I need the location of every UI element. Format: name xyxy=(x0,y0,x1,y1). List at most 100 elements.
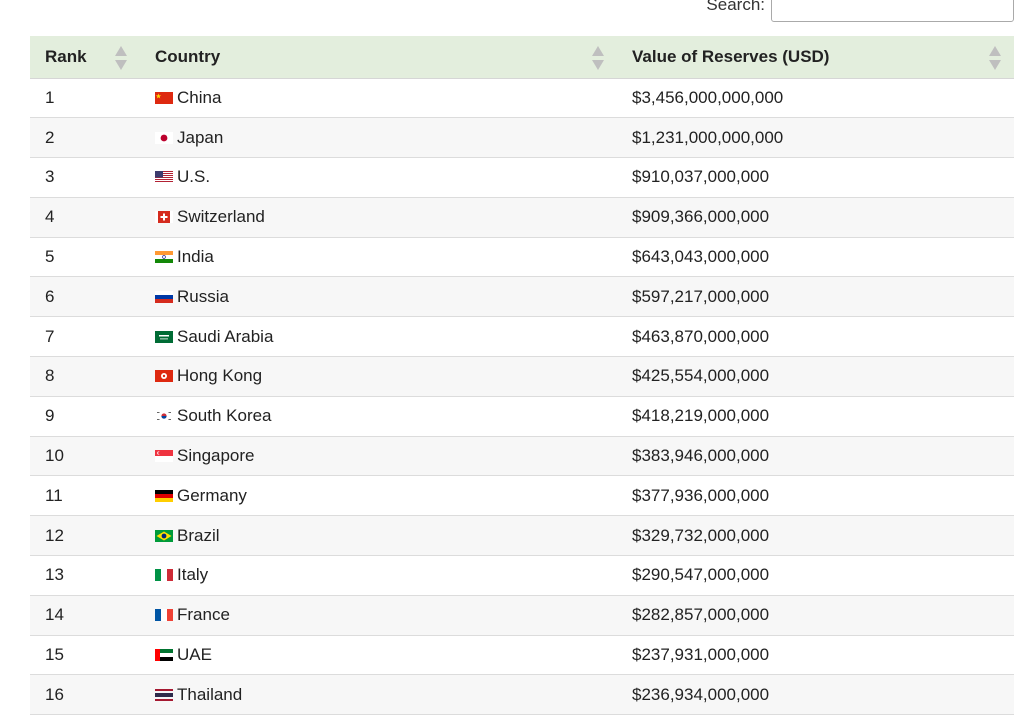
sg-flag-icon xyxy=(155,450,173,463)
ae-flag-icon xyxy=(155,649,173,662)
table-row: 10 Singapore $383,946,000,000 xyxy=(30,436,1014,477)
table-row: 15 UAE $237,931,000,000 xyxy=(30,635,1014,676)
reserves-value-cell: $236,934,000,000 xyxy=(617,674,1014,716)
country-name: U.S. xyxy=(177,167,211,187)
table-row: 7 Saudi Arabia $463,870,000,000 xyxy=(30,316,1014,358)
rank-cell: 12 xyxy=(30,515,140,557)
table-row: 3 U.S. $910,037,000,000 xyxy=(30,157,1014,198)
rank-cell: 9 xyxy=(30,396,140,437)
country-cell: Italy xyxy=(140,555,617,596)
rank-cell: 13 xyxy=(30,555,140,596)
table-row: 11 Germany $377,936,000,000 xyxy=(30,475,1014,517)
rank-cell: 11 xyxy=(30,475,140,517)
search-label: Search: xyxy=(706,0,765,14)
table-row: 5 India $643,043,000,000 xyxy=(30,237,1014,278)
ru-flag-icon xyxy=(155,290,173,303)
us-flag-icon xyxy=(155,171,173,184)
search-input[interactable] xyxy=(771,0,1014,22)
table-body: 1 China $3,456,000,000,000 2 Japan $1,231,000… xyxy=(30,78,1014,716)
sa-flag-icon xyxy=(155,330,173,343)
sort-arrows-icon xyxy=(989,46,1001,70)
table-row: 14 France $282,857,000,000 xyxy=(30,595,1014,636)
sort-arrows-icon xyxy=(592,46,604,70)
reserves-value-cell: $418,219,000,000 xyxy=(617,396,1014,437)
reserves-table: Rank Country Value of Reserves (USD) 1 Ch… xyxy=(30,36,1014,716)
table-header-row: Rank Country Value of Reserves (USD) xyxy=(30,36,1014,79)
rank-cell: 14 xyxy=(30,595,140,636)
country-column-header[interactable]: Country xyxy=(140,36,617,79)
country-name: Singapore xyxy=(177,446,255,466)
fr-flag-icon xyxy=(155,609,173,622)
country-name: UAE xyxy=(177,645,212,665)
table-row: 2 Japan $1,231,000,000,000 xyxy=(30,117,1014,159)
country-cell: Thailand xyxy=(140,674,617,716)
country-name: Germany xyxy=(177,485,247,505)
hk-flag-icon xyxy=(155,370,173,383)
country-name: South Korea xyxy=(177,406,272,426)
rank-cell: 7 xyxy=(30,316,140,358)
rank-cell: 8 xyxy=(30,356,140,397)
reserves-value-cell: $282,857,000,000 xyxy=(617,595,1014,636)
country-name: Thailand xyxy=(177,684,243,704)
rank-cell: 2 xyxy=(30,117,140,159)
table-row: 6 Russia $597,217,000,000 xyxy=(30,276,1014,318)
country-cell: U.S. xyxy=(140,157,617,198)
value-column-header[interactable]: Value of Reserves (USD) xyxy=(617,36,1014,79)
country-header-label: Country xyxy=(155,46,221,66)
de-flag-icon xyxy=(155,489,173,502)
country-name: Brazil xyxy=(177,525,220,545)
table-row: 1 China $3,456,000,000,000 xyxy=(30,78,1014,119)
rank-cell: 4 xyxy=(30,197,140,238)
rank-cell: 6 xyxy=(30,276,140,318)
reserves-value-cell: $237,931,000,000 xyxy=(617,635,1014,676)
country-name: Hong Kong xyxy=(177,366,263,386)
reserves-value-cell: $463,870,000,000 xyxy=(617,316,1014,358)
table-row: 8 Hong Kong $425,554,000,000 xyxy=(30,356,1014,397)
reserves-value-cell: $383,946,000,000 xyxy=(617,436,1014,477)
country-cell: India xyxy=(140,237,617,278)
rank-cell: 16 xyxy=(30,674,140,716)
country-cell: Brazil xyxy=(140,515,617,557)
table-row: 9 South Korea $418,219,000,000 xyxy=(30,396,1014,437)
br-flag-icon xyxy=(155,529,173,542)
value-header-label: Value of Reserves (USD) xyxy=(632,46,830,66)
country-cell: France xyxy=(140,595,617,636)
rank-header-label: Rank xyxy=(45,46,87,66)
table-row: 16 Thailand $236,934,000,000 xyxy=(30,674,1014,716)
reserves-value-cell: $329,732,000,000 xyxy=(617,515,1014,557)
country-name: India xyxy=(177,247,214,267)
rank-cell: 10 xyxy=(30,436,140,477)
reserves-value-cell: $425,554,000,000 xyxy=(617,356,1014,397)
country-name: Russia xyxy=(177,286,229,306)
ch-flag-icon xyxy=(155,211,173,224)
country-cell: UAE xyxy=(140,635,617,676)
it-flag-icon xyxy=(155,569,173,582)
in-flag-icon xyxy=(155,251,173,264)
rank-cell: 15 xyxy=(30,635,140,676)
table-row: 13 Italy $290,547,000,000 xyxy=(30,555,1014,596)
rank-cell: 1 xyxy=(30,78,140,119)
jp-flag-icon xyxy=(155,131,173,144)
reserves-table-container: Rank Country Value of Reserves (USD) 1 Ch… xyxy=(30,36,1014,716)
country-cell: Saudi Arabia xyxy=(140,316,617,358)
reserves-value-cell: $377,936,000,000 xyxy=(617,475,1014,517)
kr-flag-icon xyxy=(155,410,173,423)
table-row: 12 Brazil $329,732,000,000 xyxy=(30,515,1014,557)
th-flag-icon xyxy=(155,688,173,701)
country-name: China xyxy=(177,87,222,107)
reserves-value-cell: $909,366,000,000 xyxy=(617,197,1014,238)
reserves-value-cell: $910,037,000,000 xyxy=(617,157,1014,198)
country-cell: Switzerland xyxy=(140,197,617,238)
sort-arrows-icon xyxy=(115,46,127,70)
country-name: France xyxy=(177,605,230,625)
cn-flag-icon xyxy=(155,91,173,104)
country-cell: Hong Kong xyxy=(140,356,617,397)
country-cell: Russia xyxy=(140,276,617,318)
rank-column-header[interactable]: Rank xyxy=(30,36,140,79)
country-cell: Japan xyxy=(140,117,617,159)
search-bar: Search: xyxy=(706,0,1014,22)
country-name: Switzerland xyxy=(177,207,265,227)
country-cell: China xyxy=(140,78,617,119)
table-row: 4 Switzerland $909,366,000,000 xyxy=(30,197,1014,238)
reserves-value-cell: $643,043,000,000 xyxy=(617,237,1014,278)
